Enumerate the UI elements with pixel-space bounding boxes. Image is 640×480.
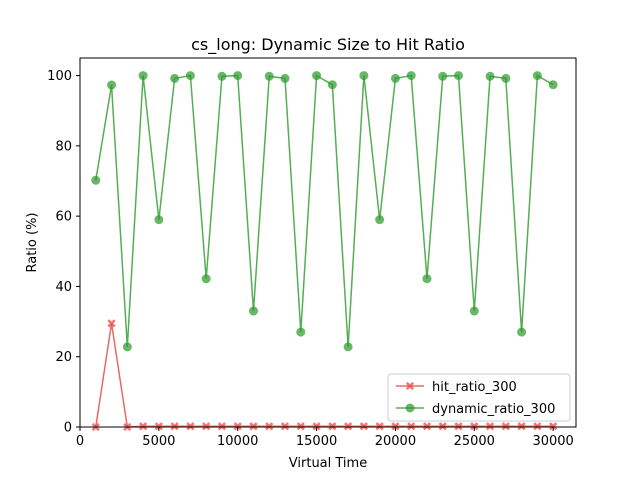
data-point-dynamic-ratio-300 (296, 327, 306, 337)
y-tick-label: 100 (47, 69, 72, 84)
data-point-dynamic-ratio-300 (469, 306, 479, 316)
data-point-dynamic-ratio-300 (454, 71, 464, 81)
plot-area (91, 71, 558, 432)
data-point-hit-ratio-300 (328, 422, 337, 431)
x-axis-label: Virtual Time (289, 456, 367, 471)
x-tick-label: 15000 (296, 434, 337, 449)
legend: hit_ratio_300 dynamic_ratio_300 (387, 373, 571, 422)
data-point-hit-ratio-300 (296, 422, 305, 431)
data-point-hit-ratio-300 (438, 422, 447, 431)
series-line-dynamic-ratio-300 (95, 74, 554, 347)
data-point-dynamic-ratio-300 (185, 71, 195, 81)
data-point-hit-ratio-300 (249, 422, 258, 431)
data-point-dynamic-ratio-300 (280, 73, 290, 83)
data-point-hit-ratio-300 (470, 422, 479, 431)
data-point-hit-ratio-300 (170, 422, 179, 431)
data-point-dynamic-ratio-300 (422, 274, 432, 284)
data-point-dynamic-ratio-300 (327, 80, 337, 90)
data-point-dynamic-ratio-300 (406, 71, 416, 81)
axes-frame (79, 57, 577, 428)
data-point-hit-ratio-300 (138, 422, 148, 431)
data-point-dynamic-ratio-300 (264, 71, 274, 81)
data-point-hit-ratio-300 (359, 422, 368, 431)
data-point-hit-ratio-300 (202, 422, 211, 431)
data-point-dynamic-ratio-300 (390, 73, 400, 83)
data-point-hit-ratio-300 (107, 319, 116, 328)
data-point-dynamic-ratio-300 (233, 71, 243, 81)
data-point-dynamic-ratio-300 (312, 71, 322, 81)
data-point-hit-ratio-300 (407, 422, 416, 431)
legend-entry-hit-ratio: hit_ratio_300 (396, 380, 517, 395)
data-point-dynamic-ratio-300 (201, 274, 211, 284)
x-tick-label: 5000 (142, 434, 175, 449)
x-tick-label: 10000 (217, 434, 258, 449)
data-point-hit-ratio-300 (154, 422, 163, 431)
y-tick-label: 20 (55, 350, 72, 365)
data-point-hit-ratio-300 (549, 422, 558, 431)
axis-ticks: 0 5000 10000 15000 20000 25000 30000 0 20 40 60 80 1… (47, 69, 574, 449)
data-point-hit-ratio-300 (375, 422, 384, 431)
data-point-dynamic-ratio-300 (438, 71, 448, 81)
legend-marker-hit-ratio (405, 381, 415, 391)
data-point-dynamic-ratio-300 (343, 342, 353, 352)
x-tick-label: 25000 (454, 434, 495, 449)
data-point-dynamic-ratio-300 (548, 80, 558, 90)
data-point-dynamic-ratio-300 (532, 71, 542, 81)
x-tick-label: 0 (76, 434, 84, 449)
x-tick-label: 20000 (375, 434, 416, 449)
data-point-hit-ratio-300 (454, 422, 463, 431)
legend-marker-dynamic-ratio (405, 403, 415, 413)
chart-title: cs_long: Dynamic Size to Hit Ratio (191, 35, 465, 55)
data-point-hit-ratio-300 (217, 422, 227, 431)
legend-marker-shape (405, 381, 415, 391)
data-point-dynamic-ratio-300 (359, 71, 369, 81)
data-point-hit-ratio-300 (517, 422, 526, 431)
data-point-hit-ratio-300 (280, 422, 290, 431)
data-point-hit-ratio-300 (186, 422, 195, 431)
x-tick-label: 30000 (532, 434, 573, 449)
data-point-dynamic-ratio-300 (485, 71, 495, 81)
y-tick-label: 80 (55, 139, 72, 154)
data-point-hit-ratio-300 (233, 422, 242, 431)
data-point-dynamic-ratio-300 (138, 71, 148, 81)
y-axis-label: Ratio (%) (25, 212, 40, 272)
y-tick-label: 40 (55, 280, 72, 295)
data-point-hit-ratio-300 (501, 422, 510, 431)
legend-marker-shape (405, 403, 415, 413)
data-point-hit-ratio-300 (391, 422, 400, 431)
data-point-hit-ratio-300 (533, 422, 542, 431)
y-tick-label: 60 (55, 210, 72, 225)
data-point-hit-ratio-300 (485, 422, 495, 431)
data-point-hit-ratio-300 (343, 422, 353, 431)
data-point-dynamic-ratio-300 (375, 215, 385, 225)
legend-label-dynamic-ratio: dynamic_ratio_300 (432, 402, 555, 417)
data-point-dynamic-ratio-300 (217, 71, 227, 81)
data-point-hit-ratio-300 (312, 422, 321, 431)
data-point-dynamic-ratio-300 (170, 73, 180, 83)
series-line-hit-ratio-300 (95, 323, 554, 428)
y-tick-label: 0 (64, 421, 72, 436)
data-point-dynamic-ratio-300 (122, 342, 132, 352)
data-point-hit-ratio-300 (422, 422, 432, 431)
data-point-dynamic-ratio-300 (517, 327, 527, 337)
data-point-dynamic-ratio-300 (107, 80, 117, 90)
legend-entry-dynamic-ratio: dynamic_ratio_300 (396, 402, 555, 417)
data-point-dynamic-ratio-300 (154, 215, 164, 225)
legend-box (387, 373, 571, 422)
data-point-dynamic-ratio-300 (91, 175, 101, 185)
data-point-dynamic-ratio-300 (248, 306, 258, 316)
data-point-hit-ratio-300 (265, 422, 274, 431)
legend-label-hit-ratio: hit_ratio_300 (432, 380, 517, 395)
data-point-dynamic-ratio-300 (501, 73, 511, 83)
